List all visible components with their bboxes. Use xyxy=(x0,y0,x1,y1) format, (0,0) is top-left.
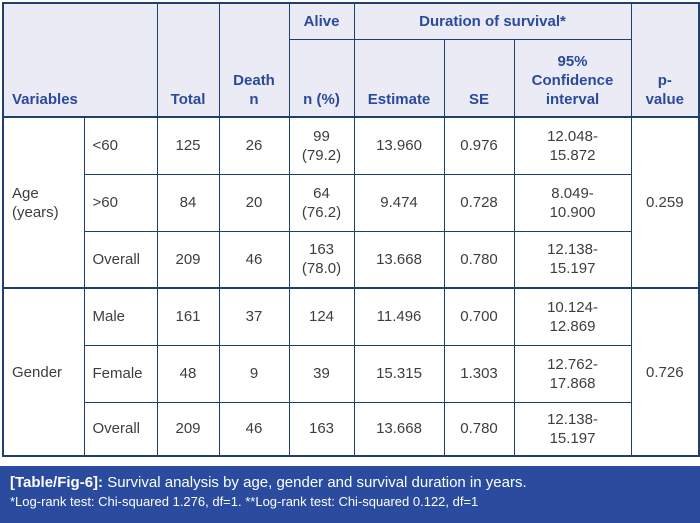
alive-cell: 124 xyxy=(288,287,355,346)
row-gender-male: Gender Male 161 37 124 11.496 0.700 10.1… xyxy=(2,287,700,457)
table-header: Variables Total Death n Alive Duration o… xyxy=(2,2,700,118)
ci-lower: 10.124- xyxy=(547,298,598,316)
ci-cell: 12.762- 17.868 xyxy=(513,344,632,403)
header-total: Total xyxy=(156,2,220,118)
total-cell: 209 xyxy=(156,401,220,457)
ci-upper: 10.900 xyxy=(549,203,596,221)
ci-cell: 10.124- 12.869 xyxy=(513,287,632,346)
header-ci-line1: 95% xyxy=(557,53,588,70)
row-gender-overall: Overall 209 46 163 13.668 0.780 12.138- … xyxy=(3,401,699,457)
p-value-cell-age: 0.259 xyxy=(630,116,700,289)
death-cell: 20 xyxy=(218,173,290,232)
total-cell: 209 xyxy=(156,230,220,289)
row-age-overall: Overall 209 46 163 (78.0) 13.668 0.780 1… xyxy=(3,230,699,289)
ci-cell: 12.048- 15.872 xyxy=(513,116,632,175)
alive-pct: (79.2) xyxy=(301,146,342,164)
total-cell: 161 xyxy=(156,287,220,346)
header-se: SE xyxy=(443,38,515,118)
ci-lower: 8.049- xyxy=(551,184,594,202)
death-cell: 26 xyxy=(218,116,290,175)
ci-upper: 12.869 xyxy=(549,317,596,335)
p-value-cell-gender: 0.726 xyxy=(630,287,700,457)
figure-caption-bar: [Table/Fig-6]: Survival analysis by age,… xyxy=(0,466,700,523)
caption-text: Survival analysis by age, gender and sur… xyxy=(103,474,527,491)
ci-cell: 12.138- 15.197 xyxy=(513,230,632,289)
header-death-line2: n xyxy=(249,91,259,108)
alive-n: 99 xyxy=(313,127,330,145)
header-alive: Alive xyxy=(288,2,355,40)
alive-pct: (78.0) xyxy=(301,260,342,278)
alive-cell: 64 (76.2) xyxy=(288,173,355,232)
group-cell-gender: Gender xyxy=(2,287,85,457)
ci-upper: 15.872 xyxy=(549,146,596,164)
row-gender-female: Female 48 9 39 15.315 1.303 12.762- 17.8… xyxy=(3,344,699,403)
row-age-gt60: >60 84 20 64 (76.2) 9.474 0.728 8.049- 1… xyxy=(3,173,699,232)
estimate-cell: 15.315 xyxy=(353,344,445,403)
se-cell: 0.780 xyxy=(443,230,515,289)
estimate-cell: 13.668 xyxy=(353,401,445,457)
alive-pct: (76.2) xyxy=(301,203,342,221)
ci-lower: 12.048- xyxy=(547,127,598,145)
estimate-cell: 13.960 xyxy=(353,116,445,175)
alive-cell: 99 (79.2) xyxy=(288,116,355,175)
header-row-top: Variables Total Death n Alive Duration o… xyxy=(2,2,700,118)
category-cell: Female xyxy=(83,344,158,403)
header-death-line1: Death xyxy=(233,72,275,89)
header-ci-line3: interval xyxy=(545,91,600,108)
group-cell-age: Age (years) xyxy=(2,116,85,289)
se-cell: 0.700 xyxy=(443,287,515,346)
caption-footnote: *Log-rank test: Chi-squared 1.276, df=1.… xyxy=(10,494,479,509)
ci-cell: 8.049- 10.900 xyxy=(513,173,632,232)
header-p-line1: p- xyxy=(657,72,672,89)
ci-upper: 15.197 xyxy=(549,429,596,447)
alive-cell: 163 xyxy=(288,401,355,457)
ci-upper: 17.868 xyxy=(549,374,596,392)
alive-cell: 39 xyxy=(288,344,355,403)
header-p-line2: value xyxy=(645,91,684,108)
header-confidence-interval: 95% Confidence interval xyxy=(513,38,632,118)
header-estimate: Estimate xyxy=(353,38,445,118)
group-age-line1: Age xyxy=(12,184,39,202)
alive-cell: 163 (78.0) xyxy=(288,230,355,289)
survival-analysis-table: Variables Total Death n Alive Duration o… xyxy=(2,2,700,457)
header-alive-n-pct: n (%) xyxy=(288,38,355,118)
estimate-cell: 11.496 xyxy=(353,287,445,346)
ci-lower: 12.138- xyxy=(547,241,598,259)
death-cell: 46 xyxy=(218,401,290,457)
header-duration-of-survival: Duration of survival* xyxy=(353,2,632,40)
table-body: Age (years) <60 125 26 99 (79.2) 13.960 … xyxy=(2,116,700,457)
ci-lower: 12.762- xyxy=(547,355,598,373)
header-ci-line2: Confidence xyxy=(531,72,614,89)
estimate-cell: 9.474 xyxy=(353,173,445,232)
ci-upper: 15.197 xyxy=(549,260,596,278)
total-cell: 84 xyxy=(156,173,220,232)
se-cell: 0.976 xyxy=(443,116,515,175)
total-cell: 48 xyxy=(156,344,220,403)
total-cell: 125 xyxy=(156,116,220,175)
group-age-line2: (years) xyxy=(12,203,59,221)
caption-label: [Table/Fig-6]: xyxy=(10,474,104,491)
alive-n: 163 xyxy=(309,241,335,259)
estimate-cell: 13.668 xyxy=(353,230,445,289)
category-cell: >60 xyxy=(83,173,158,232)
category-cell: Overall xyxy=(83,401,158,457)
death-cell: 37 xyxy=(218,287,290,346)
ci-cell: 12.138- 15.197 xyxy=(513,401,632,457)
category-cell: Male xyxy=(83,287,158,346)
se-cell: 0.780 xyxy=(443,401,515,457)
death-cell: 46 xyxy=(218,230,290,289)
figure-caption: [Table/Fig-6]: Survival analysis by age,… xyxy=(10,472,690,493)
se-cell: 0.728 xyxy=(443,173,515,232)
header-p-value: p- value xyxy=(630,2,700,118)
header-variables: Variables xyxy=(2,2,158,118)
alive-n: 64 xyxy=(313,184,330,202)
header-death: Death n xyxy=(218,2,290,118)
se-cell: 1.303 xyxy=(443,344,515,403)
death-cell: 9 xyxy=(218,344,290,403)
category-cell: <60 xyxy=(83,116,158,175)
row-age-lt60: Age (years) <60 125 26 99 (79.2) 13.960 … xyxy=(2,116,700,289)
ci-lower: 12.138- xyxy=(547,410,598,428)
category-cell: Overall xyxy=(83,230,158,289)
